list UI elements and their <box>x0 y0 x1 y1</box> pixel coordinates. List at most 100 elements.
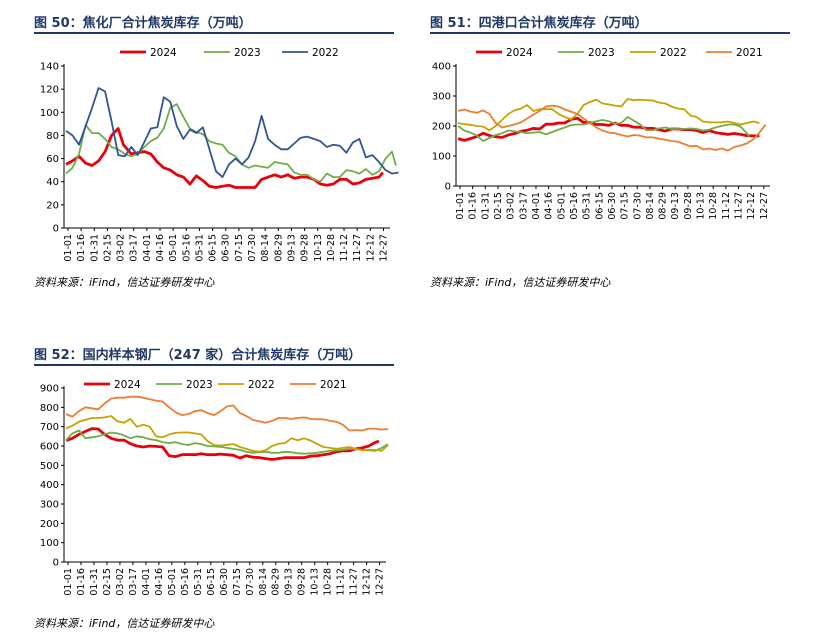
chart-title: 图 52：国内样本钢厂（247 家）合计焦炭库存（万吨） <box>34 348 362 363</box>
chart-title: 图 51：四港口合计焦炭库存（万吨） <box>430 16 648 31</box>
x-tick-label: 04-01 <box>531 192 542 220</box>
legend-label-2023: 2023 <box>186 379 213 391</box>
x-tick-label: 08-29 <box>271 568 282 596</box>
x-tick-label: 11-27 <box>352 234 363 262</box>
x-tick-label: 05-16 <box>181 234 192 262</box>
series-line-2023 <box>65 429 389 455</box>
x-tick-label: 10-13 <box>313 234 324 262</box>
chart-title: 图 50：焦化厂合计焦炭库存（万吨） <box>34 16 252 31</box>
x-tick-label: 12-27 <box>759 192 770 220</box>
x-tick-label: 07-15 <box>232 568 243 596</box>
x-tick-label: 11-27 <box>734 192 745 220</box>
legend-label-2023: 2023 <box>588 47 615 59</box>
x-tick-label: 03-17 <box>129 234 140 262</box>
x-tick-label: 07-30 <box>247 234 258 262</box>
line-chart: 0 100 200 300 400 500 600 700 800 900 01-01 01-16 01… <box>40 379 389 596</box>
x-tick-label: 01-16 <box>76 568 87 596</box>
series-line-2023 <box>457 116 751 142</box>
x-tick-label: 01-31 <box>89 568 100 596</box>
y-tick-label: 20 <box>46 200 59 211</box>
legend-label-2023: 2023 <box>234 47 261 59</box>
x-tick-label: 09-13 <box>284 568 295 596</box>
y-tick-label: 400 <box>432 62 451 73</box>
x-tick-label: 05-16 <box>180 568 191 596</box>
x-tick-label: 04-16 <box>544 192 555 220</box>
x-tick-label: 10-13 <box>696 192 707 220</box>
x-tick-label: 09-13 <box>286 234 297 262</box>
series-line-2021 <box>65 395 389 432</box>
y-tick-label: 200 <box>432 122 451 133</box>
title-divider <box>34 32 394 34</box>
x-tick-label: 10-13 <box>310 568 321 596</box>
y-tick-label: 0 <box>53 224 59 235</box>
x-tick-label: 10-28 <box>326 234 337 262</box>
x-tick-label: 11-12 <box>721 192 732 220</box>
y-tick-label: 0 <box>445 182 451 193</box>
line-chart: 0 100 200 300 400 01-01 01-16 01-31 02-15 03-02 03… <box>432 47 770 220</box>
x-tick-label: 06-30 <box>607 192 618 220</box>
x-tick-label: 11-27 <box>349 568 360 596</box>
series-line-2022 <box>65 415 389 453</box>
x-tick-label: 04-16 <box>154 568 165 596</box>
legend-label-2024: 2024 <box>150 47 177 59</box>
y-tick-label: 300 <box>40 500 59 511</box>
series-line-2024 <box>65 427 380 461</box>
x-tick-label: 12-12 <box>746 192 757 220</box>
chart-source: 资料来源：iFind，信达证券研发中心 <box>430 276 611 289</box>
x-tick-label: 04-01 <box>142 234 153 262</box>
series-line-2021 <box>457 104 767 152</box>
x-tick-label: 12-12 <box>365 234 376 262</box>
x-tick-label: 10-28 <box>708 192 719 220</box>
x-tick-label: 08-14 <box>258 568 269 596</box>
legend-label-2022: 2022 <box>248 379 275 391</box>
x-tick-label: 06-15 <box>594 192 605 220</box>
chart-panel-50: 图 50：焦化厂合计焦炭库存（万吨） 0 20 40 60 80 100 120 140 01-… <box>34 10 404 290</box>
x-tick-label: 10-28 <box>323 568 334 596</box>
x-tick-label: 09-28 <box>297 568 308 596</box>
x-tick-label: 06-30 <box>219 568 230 596</box>
x-tick-label: 08-14 <box>260 234 271 262</box>
y-tick-label: 100 <box>432 152 451 163</box>
series-line-2024 <box>65 127 384 189</box>
y-tick-label: 800 <box>40 403 59 414</box>
x-tick-label: 12-27 <box>378 234 389 262</box>
y-tick-label: 100 <box>40 108 59 119</box>
y-tick-label: 120 <box>40 85 59 96</box>
y-tick-label: 80 <box>46 131 59 142</box>
x-tick-label: 01-31 <box>480 192 491 220</box>
chart-panel-52: 图 52：国内样本钢厂（247 家）合计焦炭库存（万吨） 0 100 200 300 4… <box>34 340 404 635</box>
x-tick-label: 09-13 <box>670 192 681 220</box>
x-tick-label: 05-01 <box>556 192 567 220</box>
y-tick-label: 200 <box>40 519 59 530</box>
chart-source: 资料来源：iFind，信达证券研发中心 <box>34 276 215 289</box>
x-tick-label: 03-17 <box>518 192 529 220</box>
y-tick-label: 0 <box>53 558 59 569</box>
x-tick-label: 02-15 <box>102 568 113 596</box>
series-line-2023 <box>65 103 397 183</box>
x-tick-label: 05-31 <box>193 568 204 596</box>
legend-label-2021: 2021 <box>320 379 347 391</box>
x-tick-label: 06-15 <box>208 234 219 262</box>
legend-label-2021: 2021 <box>736 47 763 59</box>
x-tick-label: 05-16 <box>569 192 580 220</box>
x-tick-label: 04-01 <box>141 568 152 596</box>
legend-label-2022: 2022 <box>312 47 339 59</box>
x-tick-label: 08-29 <box>658 192 669 220</box>
x-tick-label: 12-12 <box>362 568 373 596</box>
x-tick-label: 09-28 <box>683 192 694 220</box>
legend-label-2024: 2024 <box>114 379 141 391</box>
x-tick-label: 06-30 <box>221 234 232 262</box>
x-tick-label: 05-31 <box>582 192 593 220</box>
y-tick-label: 300 <box>432 92 451 103</box>
x-tick-label: 11-12 <box>336 568 347 596</box>
x-tick-label: 07-15 <box>234 234 245 262</box>
x-tick-label: 07-30 <box>632 192 643 220</box>
x-tick-label: 09-28 <box>300 234 311 262</box>
y-tick-label: 500 <box>40 461 59 472</box>
y-tick-label: 100 <box>40 538 59 549</box>
x-tick-label: 07-30 <box>245 568 256 596</box>
x-tick-label: 03-17 <box>128 568 139 596</box>
x-tick-label: 04-16 <box>155 234 166 262</box>
x-tick-label: 07-15 <box>620 192 631 220</box>
